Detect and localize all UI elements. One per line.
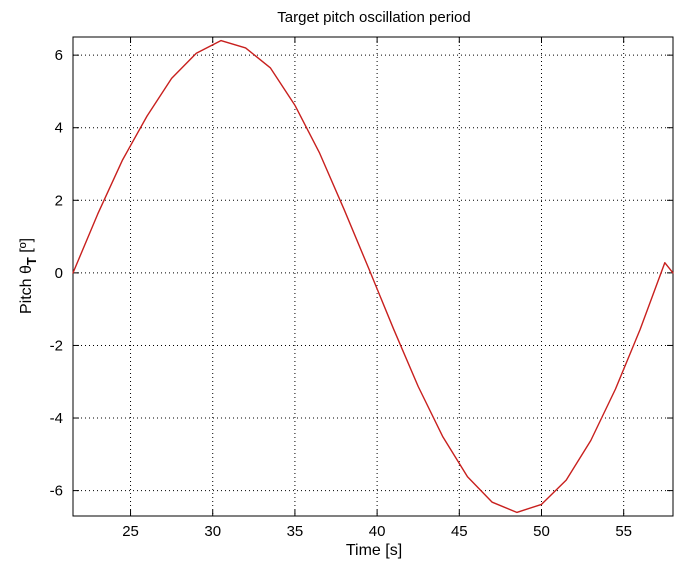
plot-area-frame	[72, 36, 674, 517]
y-tick-label: 2	[55, 192, 63, 209]
x-tick-label: 30	[204, 523, 221, 540]
x-tick-label: 45	[451, 523, 468, 540]
y-tick-label: -4	[50, 410, 63, 427]
chart-title: Target pitch oscillation period	[277, 9, 470, 26]
x-tick-label: 25	[122, 523, 139, 540]
x-tick-label: 55	[615, 523, 632, 540]
y-tick-label: 0	[55, 265, 63, 282]
y-axis-label-suffix: [º]	[18, 238, 35, 257]
series-line	[72, 39, 674, 514]
x-tick-label: 40	[369, 523, 386, 540]
axis-ticks	[73, 37, 673, 516]
y-tick-label: -2	[50, 337, 63, 354]
y-axis-label-prefix: Pitch θ	[18, 265, 35, 314]
y-tick-label: -6	[50, 483, 63, 500]
x-axis-label: Time [s]	[346, 542, 402, 559]
y-tick-label: 6	[55, 47, 63, 64]
tick-labels: 25 30 35 40 45 50 55 -6 -4 -2 0 2 4 6	[50, 47, 632, 540]
y-axis-label-subscript: T	[24, 257, 39, 265]
y-tick-label: 4	[55, 120, 63, 137]
data-series	[72, 39, 674, 514]
x-tick-label: 35	[287, 523, 304, 540]
grid-lines	[73, 37, 673, 516]
x-tick-label: 50	[533, 523, 550, 540]
y-axis-label: Pitch θT [º]	[18, 238, 39, 314]
